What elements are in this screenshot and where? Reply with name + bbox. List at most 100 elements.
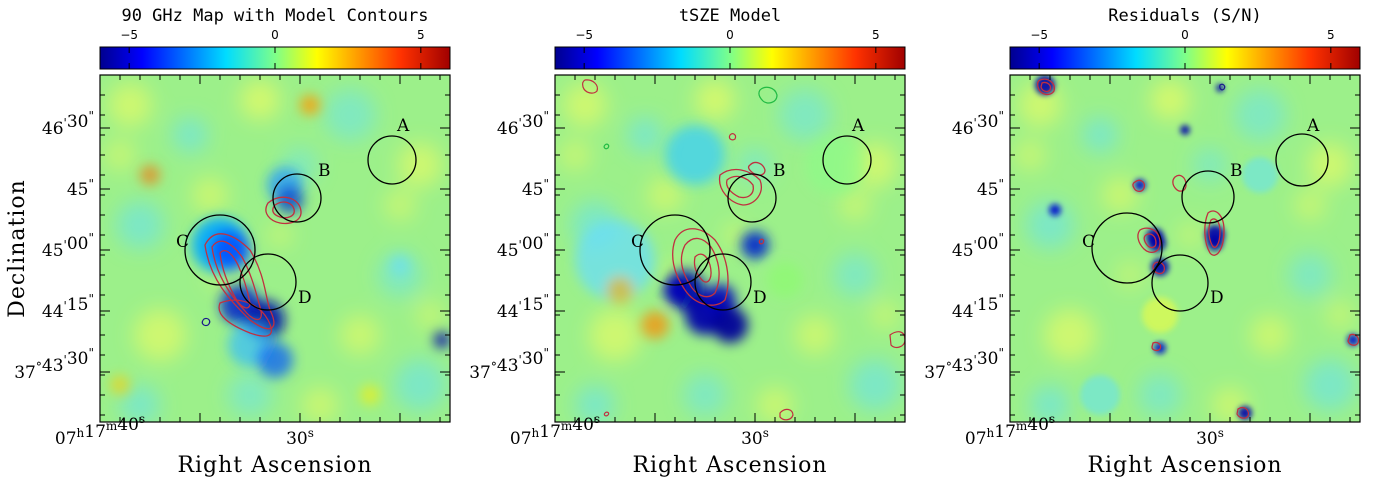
heatmap-feature [300, 95, 320, 115]
heatmap-feature [1242, 157, 1278, 193]
y-tick-label: 44'15" [952, 292, 1004, 322]
region-circle-b [1181, 170, 1235, 224]
contour-line [672, 228, 729, 306]
heatmap-image [555, 75, 905, 422]
y-tick-label: 45" [977, 177, 1004, 200]
heatmap-cell [1308, 143, 1352, 187]
colorbar-tick-label: 0 [726, 28, 734, 42]
heatmap-feature [390, 255, 410, 275]
heatmap-feature [1180, 125, 1190, 135]
heatmap-cell [268, 223, 292, 247]
heatmap-cell [302, 387, 338, 422]
colorbar-tick-label: 5 [417, 28, 425, 42]
contour-line [603, 411, 610, 417]
heatmap-cell [839, 189, 871, 221]
heatmap-cell [104, 139, 136, 171]
x-axis-label: Right Ascension [632, 453, 827, 478]
contour-line [758, 238, 765, 245]
heatmap-cell [108, 83, 152, 127]
heatmap-feature [641, 311, 669, 339]
contour-line [1347, 333, 1360, 346]
region-label-c: C [176, 232, 189, 252]
contour-line [693, 253, 712, 283]
heatmap-cell [1026, 201, 1074, 249]
heatmap-cell [853, 143, 897, 187]
y-tick-label: 37°43'30" [924, 346, 1004, 383]
regions: A B C D [631, 116, 872, 311]
colorbar-tick-label: 0 [271, 28, 279, 42]
plot-frame [1009, 74, 1361, 423]
x-axis-label: Right Ascension [177, 453, 372, 478]
heatmap-cell [116, 201, 164, 249]
heatmap-cell [1014, 139, 1046, 171]
x-tick-label: 30s [286, 426, 314, 449]
contour-line [779, 408, 794, 421]
heatmap-feature [140, 165, 160, 185]
x-tick-label: 30s [741, 426, 769, 449]
region-label-a: A [851, 116, 865, 136]
frame-ticks [99, 74, 450, 422]
heatmap-feature [712, 307, 748, 343]
heatmap-cell [795, 315, 835, 355]
contour-line [265, 196, 302, 225]
contour-line [680, 237, 720, 298]
heatmap-cell [384, 189, 416, 221]
region-label-b: B [318, 161, 331, 181]
x-tick-label: 07h17m40s [510, 412, 600, 449]
region-label-d: D [753, 288, 767, 308]
heatmap-feature [767, 262, 803, 298]
heatmap-cell [723, 223, 747, 247]
heatmap-cell [833, 253, 877, 297]
heatmap-feature [663, 278, 687, 302]
panel-1: 90 GHz Map with Model Contours −5 0 5 A B C D 07… [5, 6, 451, 478]
y-tick-label: 46'30" [952, 109, 1004, 139]
heatmap-feature [257, 342, 293, 378]
y-tick-label: 44'15" [497, 292, 549, 322]
heatmap-image [100, 75, 450, 422]
region-label-d: D [298, 288, 312, 308]
contour-line [582, 79, 598, 94]
heatmap-cell [240, 80, 280, 120]
heatmap-cell [1102, 177, 1138, 213]
contour-line [1236, 406, 1249, 419]
heatmap-cell [340, 315, 380, 355]
contour-line [718, 168, 762, 206]
heatmap-cell [398, 143, 442, 187]
heatmap-cell [647, 177, 683, 213]
heatmap-cell [1304, 359, 1356, 411]
heatmap-feature [1049, 204, 1061, 216]
y-tick-label: 45'00" [952, 231, 1004, 261]
heatmap-cell [1138, 373, 1182, 417]
plot-frame [99, 74, 451, 423]
heatmap-cell [1082, 117, 1118, 153]
heatmap-feature [805, 135, 865, 195]
colorbar-tick-label: −5 [1030, 28, 1048, 42]
heatmap-cell [559, 139, 591, 171]
region-label-c: C [631, 232, 644, 252]
contour-line [1208, 218, 1221, 248]
x-tick-label: 30s [1196, 426, 1224, 449]
heatmap-cell [871, 301, 899, 329]
heatmap-cell [1192, 147, 1228, 183]
region-circle-d [1151, 254, 1209, 312]
y-axis-label: Declination [5, 179, 30, 318]
region-circle-b [727, 173, 777, 223]
heatmap-feature [606, 276, 634, 304]
y-tick-label: 45" [522, 177, 549, 200]
x-axis-label: Right Ascension [1087, 453, 1282, 478]
contour-line [1137, 227, 1161, 254]
region-label-d: D [1210, 288, 1224, 308]
heatmap-feature [1142, 297, 1178, 333]
region-label-c: C [1082, 232, 1095, 252]
heatmap-feature [434, 332, 450, 348]
contour-line [1151, 341, 1162, 352]
plot-frame [554, 74, 906, 423]
heatmap-cell [1150, 80, 1190, 120]
heatmap-cell [779, 89, 831, 141]
heatmap-cell [563, 83, 607, 127]
heatmap-feature [1238, 406, 1252, 420]
heatmap-feature [1080, 375, 1120, 415]
heatmap-cell [757, 387, 793, 422]
colorbar: −5 0 5 [554, 28, 906, 70]
